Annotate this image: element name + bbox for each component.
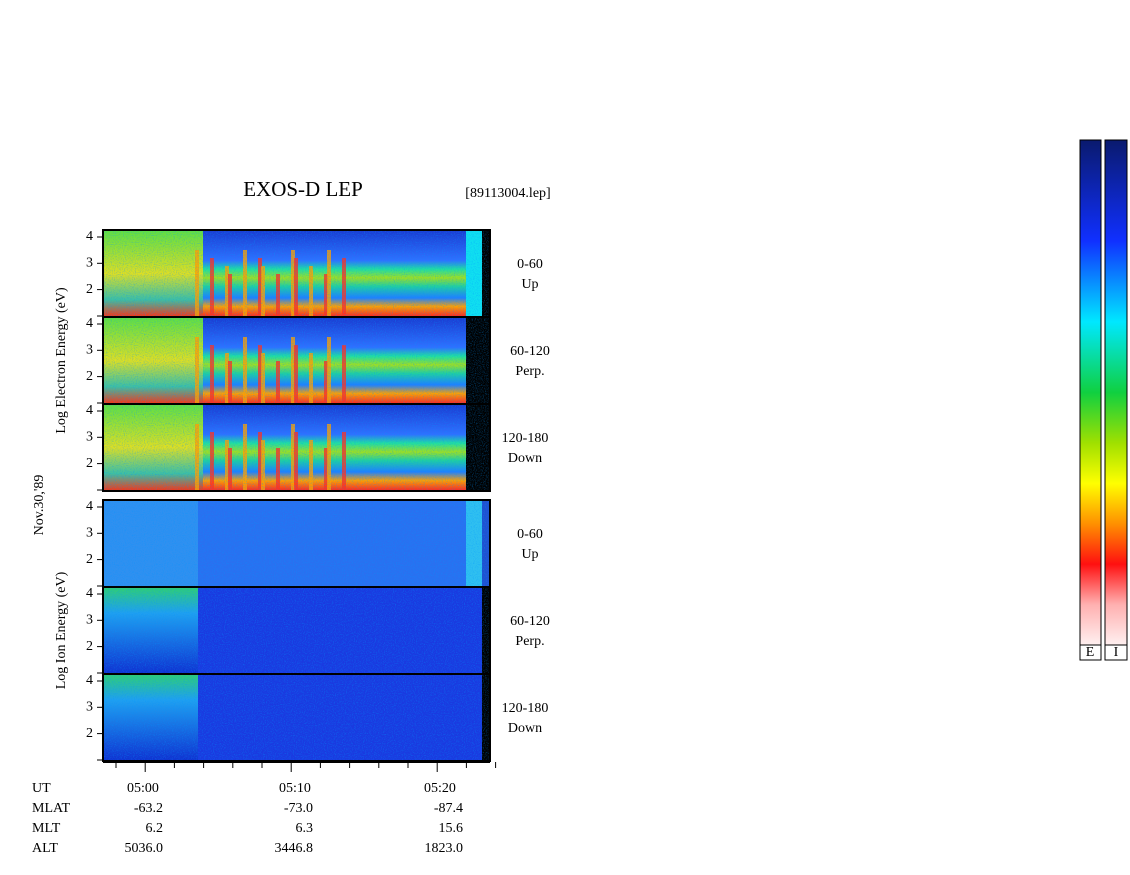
y-tick-label: 2 — [86, 282, 93, 297]
row-label: UT — [32, 781, 51, 796]
spectrogram-noise — [103, 317, 490, 404]
colorbar — [1079, 139, 1102, 646]
angle-label: 120-180 — [502, 431, 549, 446]
y-tick-label: 4 — [86, 673, 93, 688]
y-tick-label: 4 — [86, 586, 93, 601]
spectrogram — [102, 586, 491, 675]
y-tick-label: 2 — [86, 456, 93, 471]
colorbar-label: E — [1086, 645, 1095, 660]
y-tick-label: 3 — [86, 343, 93, 358]
orbit-value: 3446.8 — [275, 841, 314, 856]
y-tick-label: 2 — [86, 726, 93, 741]
colorbar — [1104, 139, 1128, 646]
row-label: ALT — [32, 841, 58, 856]
spectrogram — [102, 403, 491, 492]
spectrogram — [102, 316, 491, 405]
colorbar-label: I — [1114, 645, 1119, 660]
orbit-value: -63.2 — [134, 801, 163, 816]
spectrogram-noise — [103, 500, 490, 587]
spectrogram — [102, 229, 491, 318]
direction-label: Up — [521, 277, 538, 292]
direction-label: Down — [508, 721, 542, 736]
time-label: 05:20 — [424, 781, 456, 796]
y-tick-label: 4 — [86, 316, 93, 331]
y-tick-label: 2 — [86, 369, 93, 384]
spectrogram-noise — [103, 230, 490, 317]
y-tick-label: 3 — [86, 526, 93, 541]
colorbar-box — [1079, 644, 1102, 661]
y-tick-label: 3 — [86, 613, 93, 628]
direction-label: Perp. — [515, 634, 544, 649]
row-label: MLAT — [32, 801, 71, 816]
y-tick-label: 4 — [86, 499, 93, 514]
date: Nov.30,'89 — [32, 475, 47, 536]
orbit-value: 6.2 — [146, 821, 164, 836]
orbit-value: -87.4 — [434, 801, 463, 816]
spectrogram-noise — [103, 404, 490, 491]
angle-label: 0-60 — [517, 527, 543, 542]
y-tick-label: 3 — [86, 700, 93, 715]
spectrogram — [102, 499, 491, 588]
title: EXOS-D LEP — [243, 177, 363, 201]
axis-label: Log Ion Energy (eV) — [54, 571, 69, 689]
orbit-value: 5036.0 — [125, 841, 164, 856]
colorbar-box — [1104, 644, 1128, 661]
orbit-value: -73.0 — [284, 801, 313, 816]
row-label: MLT — [32, 821, 61, 836]
y-tick-label: 4 — [86, 229, 93, 244]
orbit-value: 6.3 — [296, 821, 314, 836]
y-tick-label: 2 — [86, 639, 93, 654]
direction-label: Up — [521, 547, 538, 562]
y-tick-label: 4 — [86, 403, 93, 418]
angle-label: 0-60 — [517, 257, 543, 272]
file-name: [89113004.lep] — [465, 186, 550, 201]
y-tick-label: 3 — [86, 430, 93, 445]
spectrogram — [102, 673, 491, 762]
spectrogram-noise — [103, 587, 490, 674]
orbit-value: 15.6 — [439, 821, 464, 836]
orbit-value: 1823.0 — [425, 841, 464, 856]
time-label: 05:10 — [279, 781, 311, 796]
angle-label: 60-120 — [510, 614, 550, 629]
angle-label: 60-120 — [510, 344, 550, 359]
spectrogram-noise — [103, 674, 490, 761]
panel-frame — [102, 403, 491, 492]
time-label: 05:00 — [127, 781, 159, 796]
axis-label: Log Electron Energy (eV) — [54, 287, 69, 434]
angle-label: 120-180 — [502, 701, 549, 716]
direction-label: Down — [508, 451, 542, 466]
direction-label: Perp. — [515, 364, 544, 379]
y-tick-label: 3 — [86, 256, 93, 271]
y-tick-label: 2 — [86, 552, 93, 567]
